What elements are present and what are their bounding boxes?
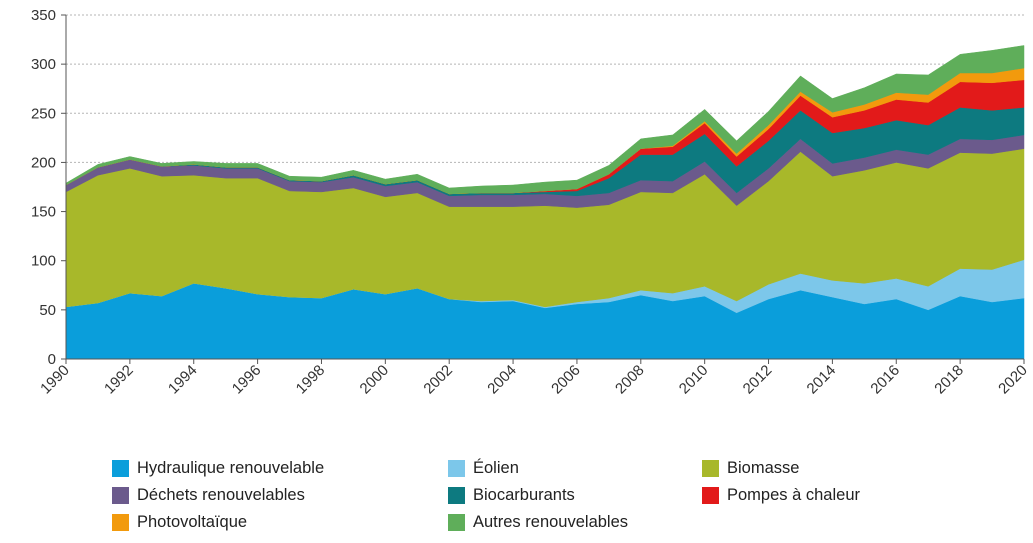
- legend-item: Biocarburants: [448, 485, 702, 505]
- y-tick-label: 50: [39, 302, 56, 319]
- area-series-group: [65, 45, 1025, 360]
- x-tick-label: 2004: [484, 362, 520, 398]
- legend-label: Photovoltaïque: [137, 512, 248, 531]
- x-tick-label: 2000: [357, 362, 393, 398]
- legend-swatch: [448, 486, 465, 504]
- x-tick-label: 1990: [37, 362, 73, 398]
- legend-label: Pompes à chaleur: [727, 485, 860, 504]
- x-tick-label: 1994: [165, 362, 201, 398]
- legend-item: Éolien: [448, 458, 702, 478]
- legend-label: Hydraulique renouvelable: [137, 458, 325, 477]
- legend-swatch: [702, 486, 719, 504]
- x-axis-ticks: 1990 1992 1994 1996 1998 2000 2002 2004 2006 2008…: [37, 359, 1031, 397]
- legend-label: Autres renouvelables: [473, 512, 629, 531]
- x-tick-label: 2016: [867, 362, 903, 398]
- x-tick-label: 1992: [101, 362, 137, 398]
- legend-label: Éolien: [473, 458, 519, 477]
- legend-item: Autres renouvelables: [448, 512, 702, 532]
- y-tick-label: 350: [31, 7, 56, 24]
- x-tick-label: 2014: [804, 362, 840, 398]
- x-tick-label: 2012: [740, 362, 776, 398]
- y-tick-label: 100: [31, 253, 56, 270]
- legend-swatch: [112, 486, 129, 504]
- legend-item: Hydraulique renouvelable: [112, 458, 448, 478]
- x-tick-label: 1998: [293, 362, 329, 398]
- legend-item: Photovoltaïque: [112, 512, 448, 532]
- y-tick-label: 250: [31, 105, 56, 122]
- legend-item: Biomasse: [702, 458, 942, 478]
- y-tick-label: 300: [31, 56, 56, 73]
- x-tick-label: 2018: [931, 362, 967, 398]
- legend-item: Pompes à chaleur: [702, 485, 942, 505]
- y-axis-ticks: 0 50 100 150 200 250 300 350: [31, 7, 66, 368]
- legend-swatch: [112, 513, 129, 531]
- y-tick-label: 0: [48, 351, 56, 368]
- x-tick-label: 2008: [612, 362, 648, 398]
- legend-label: Biocarburants: [473, 485, 575, 504]
- legend-item: Déchets renouvelables: [112, 485, 448, 505]
- legend-label: Déchets renouvelables: [137, 485, 305, 504]
- x-tick-label: 2002: [420, 362, 456, 398]
- legend: Hydraulique renouvelable Éolien Biomasse…: [112, 458, 972, 532]
- x-tick-label: 2010: [676, 362, 712, 398]
- y-tick-label: 200: [31, 154, 56, 171]
- legend-swatch: [448, 459, 465, 477]
- legend-swatch: [448, 513, 465, 531]
- x-tick-label: 2020: [995, 362, 1031, 398]
- legend-label: Biomasse: [727, 458, 800, 477]
- legend-swatch: [112, 459, 129, 477]
- axes: [65, 15, 1024, 360]
- legend-swatch: [702, 459, 719, 477]
- x-tick-label: 2006: [548, 362, 584, 398]
- area-series: [65, 45, 1025, 195]
- y-tick-label: 150: [31, 204, 56, 221]
- x-tick-label: 1996: [229, 362, 265, 398]
